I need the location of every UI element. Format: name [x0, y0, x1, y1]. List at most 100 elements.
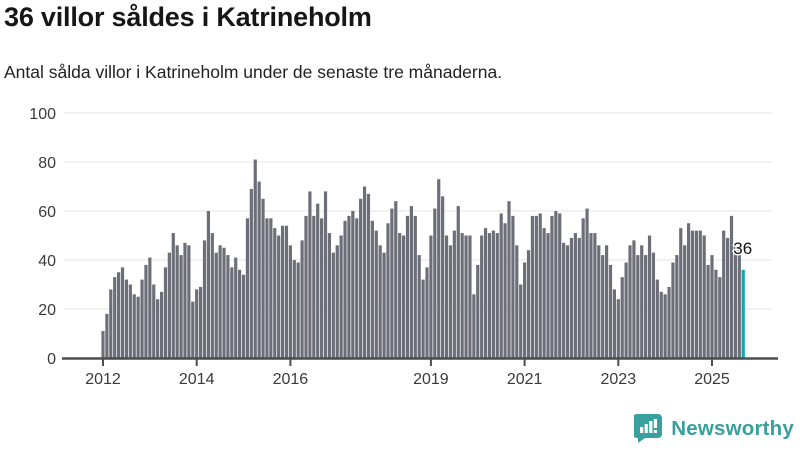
bar [464, 235, 468, 358]
bar [351, 211, 355, 358]
bar [620, 277, 624, 358]
bar [448, 245, 453, 358]
bar [269, 218, 273, 358]
bar [554, 211, 558, 358]
bar [362, 186, 367, 358]
bar [437, 179, 441, 358]
bar [460, 233, 464, 358]
y-tick-label: 40 [38, 253, 56, 270]
bar [468, 235, 472, 358]
bar [179, 255, 183, 358]
bar [417, 255, 421, 358]
bar [101, 331, 105, 358]
bar [644, 255, 648, 358]
bar [733, 242, 738, 358]
bar [480, 235, 484, 358]
bar [378, 245, 382, 358]
bar [601, 255, 605, 358]
bar [515, 245, 519, 358]
bar [651, 252, 656, 358]
bar [663, 294, 667, 358]
bar [136, 296, 140, 358]
bar [562, 242, 566, 358]
brand-footer: Newsworthy [634, 414, 794, 443]
bar [737, 245, 741, 358]
bar [183, 242, 187, 358]
bar [152, 284, 156, 358]
bar [230, 267, 234, 358]
bar [109, 289, 113, 358]
bar [245, 218, 250, 358]
bar [323, 191, 328, 358]
bar [640, 245, 644, 358]
bar [316, 203, 320, 358]
bar [159, 291, 164, 358]
bar [265, 218, 269, 358]
bar [292, 260, 296, 358]
bar [195, 289, 199, 358]
bar [726, 237, 730, 358]
bar [163, 267, 168, 358]
bar [140, 279, 144, 358]
bar [288, 245, 292, 358]
bar [370, 220, 374, 358]
bar [234, 257, 238, 358]
bar [476, 264, 480, 358]
bar [320, 218, 324, 358]
bar [261, 198, 265, 358]
chart-subtitle: Antal sålda villor i Katrineholm under d… [4, 62, 503, 82]
bar [433, 208, 437, 358]
bar [374, 230, 378, 358]
bar [394, 201, 398, 358]
bar [597, 245, 601, 358]
bar [534, 215, 538, 358]
bar [128, 284, 132, 358]
bar [573, 233, 577, 358]
x-tick-label: 2019 [413, 371, 449, 388]
bar [253, 159, 257, 358]
bar [327, 233, 332, 358]
bar [710, 255, 714, 358]
bar [331, 252, 335, 358]
bar [343, 220, 347, 358]
bar [339, 235, 343, 358]
bar [390, 208, 394, 358]
x-tick-label: 2012 [85, 371, 121, 388]
bar [120, 267, 125, 358]
bar [581, 218, 585, 358]
bar [577, 237, 581, 358]
bar [148, 257, 152, 358]
bar [686, 223, 691, 358]
bar [401, 235, 406, 358]
bar [300, 240, 304, 358]
bar [347, 215, 351, 358]
bar [222, 247, 226, 358]
bar [284, 225, 289, 358]
bar [312, 215, 316, 358]
bar [191, 301, 195, 358]
bar [382, 252, 386, 358]
bar [456, 206, 460, 358]
bar [483, 228, 488, 358]
bar [105, 313, 109, 358]
bar [359, 198, 363, 358]
bar [444, 235, 449, 358]
highlight-value-label: 36 [733, 239, 752, 258]
bar [499, 213, 503, 358]
bar [526, 250, 531, 358]
bar [214, 252, 218, 358]
bar [659, 291, 663, 358]
bar [425, 267, 429, 358]
bar [647, 235, 652, 358]
bar [405, 215, 410, 358]
bar [722, 230, 726, 358]
bar [226, 255, 230, 358]
bar [413, 215, 417, 358]
bar [386, 223, 390, 358]
bar [667, 286, 671, 358]
bar [398, 233, 402, 358]
bar [187, 245, 191, 358]
bar [491, 230, 495, 358]
bar [702, 235, 706, 358]
bar [202, 240, 207, 358]
